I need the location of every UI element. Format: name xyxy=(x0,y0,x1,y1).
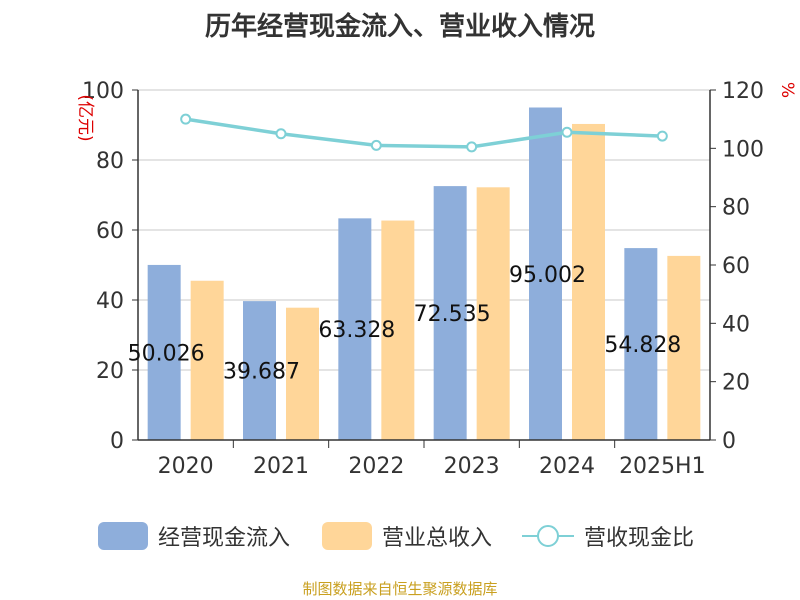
legend-swatch-revenue xyxy=(322,522,372,550)
data-label-cash-inflow: 50.026 xyxy=(128,341,205,366)
left-axis-unit: (亿元) xyxy=(75,94,95,141)
legend-label-cash-inflow: 经营现金流入 xyxy=(158,526,291,551)
data-label-cash-inflow: 95.002 xyxy=(509,263,586,288)
left-tick-label: 0 xyxy=(110,429,124,454)
x-tick-label: 2023 xyxy=(444,454,500,479)
ratio-line-path xyxy=(185,117,663,149)
x-tick-label: 2021 xyxy=(253,454,309,479)
left-tick-label: 20 xyxy=(96,359,124,384)
ratio-point xyxy=(275,128,287,140)
bars xyxy=(147,107,701,440)
bar-cash-inflow xyxy=(338,218,372,440)
grid-lines xyxy=(138,89,710,371)
left-tick-label: 60 xyxy=(96,219,124,244)
right-tick-label: 80 xyxy=(722,196,750,221)
data-label-cash-inflow: 39.687 xyxy=(223,360,300,385)
source-note: 制图数据来自恒生聚源数据库 xyxy=(302,580,498,598)
bar-revenue xyxy=(476,187,510,440)
data-label-cash-inflow: 72.535 xyxy=(414,302,491,327)
bar-cash-inflow xyxy=(529,107,562,440)
legend-label-revenue: 营业总收入 xyxy=(382,526,493,551)
ratio-point xyxy=(370,139,382,151)
x-tick-label: 2025H1 xyxy=(619,454,706,479)
axes: 0 20 40 60 80 100 0 20 40 60 80 100 120 2020 2021 2022 2… xyxy=(82,79,764,479)
right-tick-label: 0 xyxy=(722,429,736,454)
x-tick-label: 2022 xyxy=(348,454,404,479)
x-tick-label: 2024 xyxy=(539,454,595,479)
left-tick-label: 100 xyxy=(82,79,124,104)
right-tick-label: 120 xyxy=(722,79,764,104)
bar-revenue xyxy=(286,307,319,440)
bar-cash-inflow xyxy=(624,248,658,440)
legend: 经营现金流入 营业总收入 营收现金比 xyxy=(0,516,800,556)
bar-cash-inflow xyxy=(147,264,181,440)
legend-swatch-cash-inflow xyxy=(98,522,148,550)
ratio-point xyxy=(656,130,668,142)
data-labels: 50.026 39.687 63.328 72.535 95.002 54.828 xyxy=(128,263,682,385)
ratio-point xyxy=(466,141,478,153)
bar-revenue xyxy=(381,220,415,440)
left-tick-label: 40 xyxy=(96,289,124,314)
chart-title: 历年经营现金流入、营业收入情况 xyxy=(204,12,595,42)
legend-label-ratio: 营收现金比 xyxy=(584,526,695,551)
right-axis-unit: % xyxy=(777,82,797,98)
right-tick-label: 20 xyxy=(722,371,750,396)
legend-line-marker-icon xyxy=(522,525,574,547)
data-label-cash-inflow: 54.828 xyxy=(604,333,681,358)
legend-item-revenue[interactable]: 营业总收入 xyxy=(322,516,492,556)
legend-item-cash-inflow[interactable]: 经营现金流入 xyxy=(98,516,290,556)
bar-cash-inflow xyxy=(433,186,467,440)
bar-revenue xyxy=(190,280,224,440)
right-tick-label: 40 xyxy=(722,312,750,337)
data-label-cash-inflow: 63.328 xyxy=(318,318,395,343)
left-tick-label: 80 xyxy=(96,149,124,174)
right-tick-label: 60 xyxy=(722,254,750,279)
right-tick-label: 100 xyxy=(722,137,764,162)
bar-revenue xyxy=(667,255,701,440)
ratio-point xyxy=(561,126,573,138)
bar-cash-inflow xyxy=(243,301,276,440)
ratio-line xyxy=(180,113,668,153)
x-tick-label: 2020 xyxy=(158,454,214,479)
bar-revenue xyxy=(572,123,605,440)
ratio-point xyxy=(180,113,192,125)
legend-item-ratio[interactable]: 营收现金比 xyxy=(522,516,694,556)
